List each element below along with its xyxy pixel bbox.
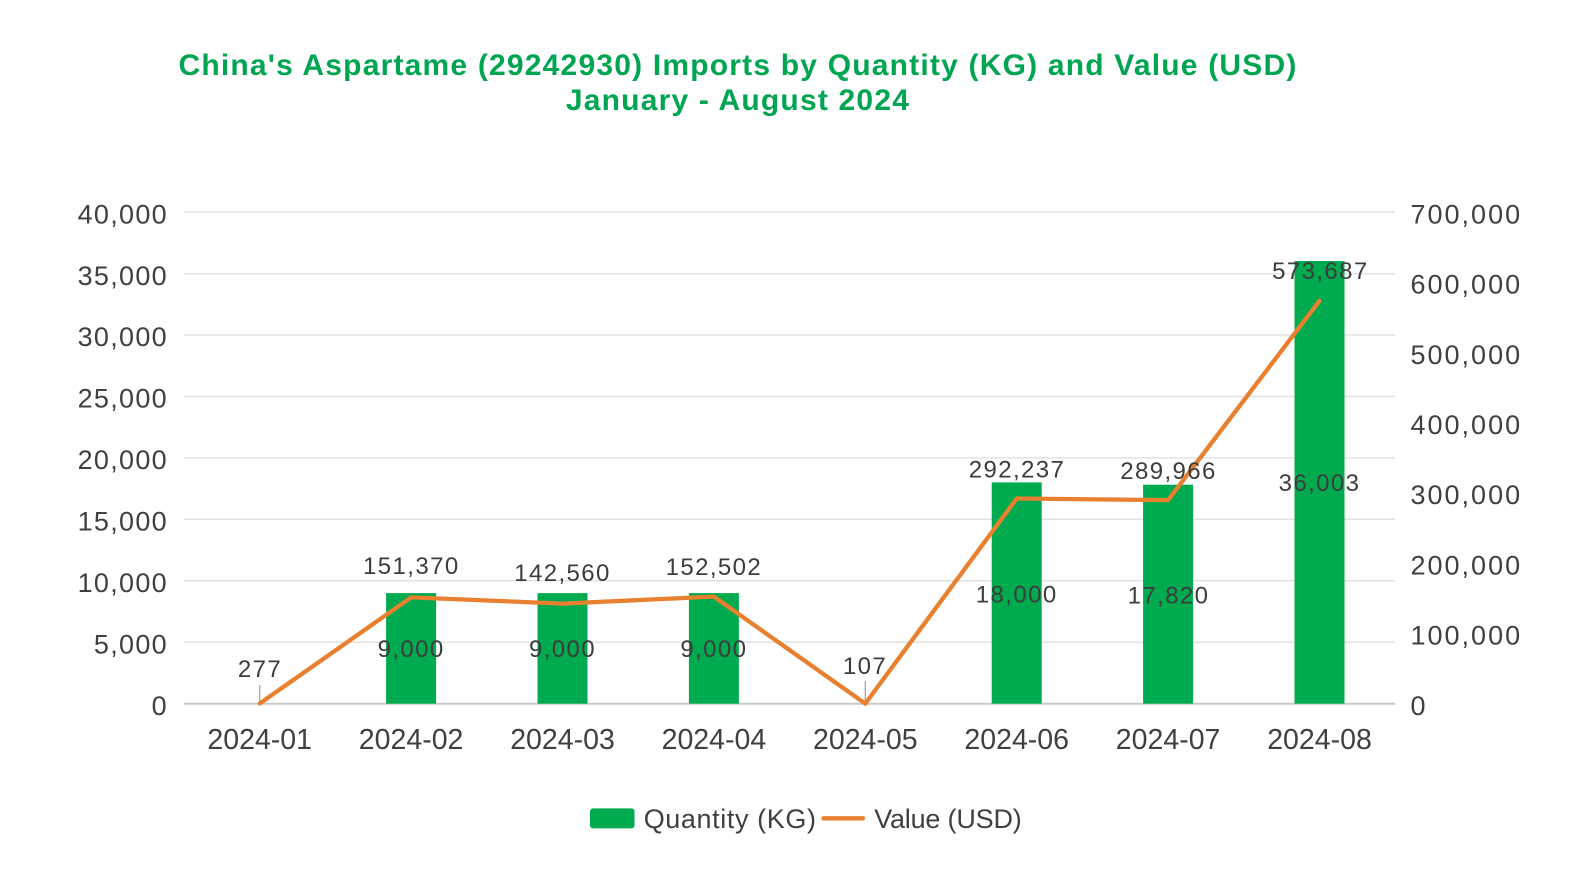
svg-text:10,000: 10,000 [78,568,168,598]
svg-text:277: 277 [238,656,282,683]
svg-text:18,000: 18,000 [976,582,1058,609]
svg-text:9,000: 9,000 [378,636,445,663]
svg-text:292,237: 292,237 [969,456,1066,483]
svg-text:9,000: 9,000 [529,636,596,663]
svg-text:300,000: 300,000 [1411,480,1523,510]
svg-text:40,000: 40,000 [78,199,168,229]
svg-text:400,000: 400,000 [1411,410,1523,440]
svg-text:500,000: 500,000 [1411,340,1523,370]
svg-text:2024-04: 2024-04 [662,724,767,756]
svg-text:0: 0 [152,691,168,721]
svg-text:30,000: 30,000 [78,322,168,352]
svg-text:17,820: 17,820 [1128,583,1210,610]
svg-text:35,000: 35,000 [78,261,168,291]
svg-text:2024-03: 2024-03 [510,724,615,756]
svg-text:700,000: 700,000 [1411,199,1523,229]
svg-text:China's Aspartame (29242930) I: China's Aspartame (29242930) Imports by … [178,49,1297,82]
svg-text:151,370: 151,370 [363,553,460,580]
svg-text:289,966: 289,966 [1120,458,1217,485]
svg-text:2024-05: 2024-05 [813,724,918,756]
svg-text:25,000: 25,000 [78,384,168,414]
svg-text:142,560: 142,560 [514,560,611,587]
svg-text:2024-06: 2024-06 [964,724,1069,756]
svg-text:9,000: 9,000 [680,636,747,663]
svg-text:2024-02: 2024-02 [359,724,464,756]
svg-text:5,000: 5,000 [94,629,168,659]
svg-text:573,687: 573,687 [1272,258,1369,285]
svg-text:107: 107 [843,653,887,680]
svg-text:152,502: 152,502 [666,554,763,581]
svg-text:2024-07: 2024-07 [1116,724,1221,756]
svg-text:2024-08: 2024-08 [1267,724,1372,756]
svg-text:36,003: 36,003 [1279,470,1361,497]
svg-text:0: 0 [1411,691,1428,721]
svg-text:20,000: 20,000 [78,445,168,475]
svg-text:2024-01: 2024-01 [207,724,312,756]
svg-text:100,000: 100,000 [1411,621,1523,651]
svg-text:Value (USD): Value (USD) [874,804,1021,834]
svg-text:200,000: 200,000 [1411,551,1523,581]
svg-text:Quantity (KG): Quantity (KG) [644,804,817,834]
svg-text:January - August 2024: January - August 2024 [566,84,910,117]
svg-text:600,000: 600,000 [1411,270,1523,300]
svg-text:15,000: 15,000 [78,507,168,537]
